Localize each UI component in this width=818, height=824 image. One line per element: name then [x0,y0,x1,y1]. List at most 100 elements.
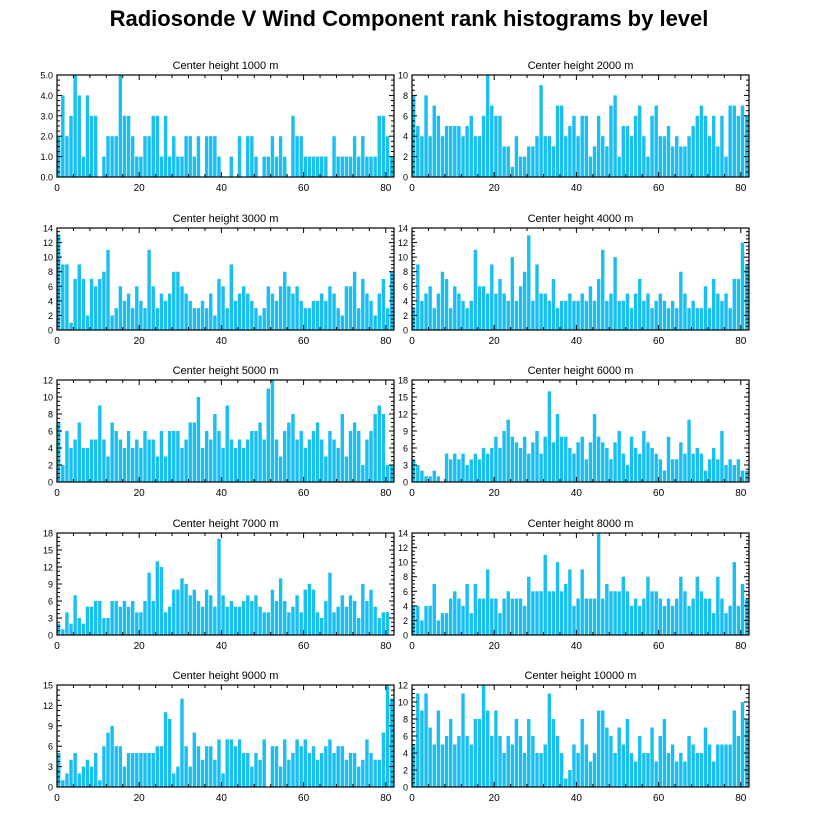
histogram-bar [584,598,589,635]
histogram-bar [662,719,667,787]
histogram-bar [229,601,234,635]
histogram-bar [167,606,172,635]
histogram-bar [469,300,473,330]
histogram-bar [65,431,69,482]
histogram-bar [477,598,482,635]
histogram-bar [258,422,262,482]
histogram-bar [473,719,478,787]
histogram-bar [373,606,377,635]
histogram-bar [646,156,650,177]
histogram-bar [617,431,621,482]
histogram-bar [122,766,127,787]
histogram-bar [666,126,671,177]
histogram-bar [262,739,266,787]
histogram-bar [691,453,695,482]
histogram-bar [377,115,381,177]
histogram-bar [336,606,340,635]
histogram-bar [568,448,572,482]
y-tick-label: 9 [48,721,53,731]
histogram-bar [490,598,494,635]
histogram-bar [527,235,531,330]
histogram-bar [209,595,213,635]
y-tick-label: 4.0 [40,91,53,101]
panel-title: Center height 7000 m [173,518,279,530]
histogram-bar [283,271,287,330]
y-tick-label: 12 [43,563,53,573]
y-tick-label: 0 [48,631,53,641]
histogram-bar [531,591,535,635]
histogram-bar [254,431,258,482]
histogram-bar [73,753,77,787]
histogram-bar [328,572,332,635]
histogram-bar [336,448,340,482]
histogram-bar [588,442,593,482]
histogram-bar [213,606,217,635]
histogram-bar [348,431,353,482]
histogram-bar [510,744,515,787]
histogram-bar [61,264,65,330]
histogram-bar [110,725,114,787]
histogram-bar [695,308,699,330]
y-tick-label: 14 [398,224,408,234]
histogram-bar [65,773,69,787]
histogram-bar [180,448,184,482]
histogram-bar [683,293,687,330]
histogram-bar [638,736,642,787]
histogram-bar [340,414,344,482]
y-tick-label: 6 [48,427,53,437]
histogram-panel: Center height 3000 m 0 20 40 60 80 0 2 4 6 8 10 12 14 [43,213,395,347]
histogram-bar [237,606,242,635]
histogram-bar [139,448,143,482]
histogram-bar [93,601,98,635]
histogram-bar [180,698,184,787]
histogram-bar [527,576,531,635]
histogram-bar [385,308,390,330]
y-tick-label: 9 [48,580,53,590]
histogram-bar [151,601,155,635]
y-tick-label: 18 [398,376,408,386]
histogram-bar [172,773,176,787]
figure-title: Radiosonde V Wind Component rank histogr… [109,6,709,31]
histogram-bar [340,595,344,635]
y-tick-label: 12 [398,238,408,248]
histogram-bar [699,308,704,330]
histogram-bar [324,601,328,635]
histogram-bar [695,576,699,635]
histogram-bar [143,753,147,787]
histogram-bar [291,606,295,635]
histogram-bar [522,156,527,177]
x-tick-label: 0 [409,183,415,194]
y-tick-label: 0 [403,173,408,183]
histogram-bar [151,286,155,330]
y-tick-label: 9 [403,427,408,437]
histogram-bar [377,293,381,330]
histogram-bar [69,623,73,635]
histogram-bar [444,613,449,635]
histogram-bar [143,136,147,177]
histogram-bar [365,601,369,635]
histogram-bar [77,773,81,787]
histogram-bar [457,293,461,330]
histogram-bar [180,156,184,177]
histogram-bar [324,300,328,330]
histogram-bar [299,612,303,635]
histogram-bar [320,156,324,177]
histogram-bar [580,569,584,635]
histogram-bar [494,710,498,787]
histogram-bar [81,448,86,482]
histogram-bar [601,136,605,177]
histogram-bar [432,308,436,330]
histogram-bar [416,605,420,635]
histogram-bar [69,759,73,787]
histogram-bar [89,766,94,787]
y-tick-label: 10 [398,71,408,81]
x-tick-label: 40 [216,793,228,804]
histogram-bar [85,759,90,787]
histogram-bar [254,308,258,330]
histogram-bar [531,300,535,330]
histogram-bar [176,271,180,330]
histogram-bar [555,736,560,787]
histogram-bar [444,453,449,482]
histogram-bar [139,753,143,787]
histogram-bar [584,459,589,482]
